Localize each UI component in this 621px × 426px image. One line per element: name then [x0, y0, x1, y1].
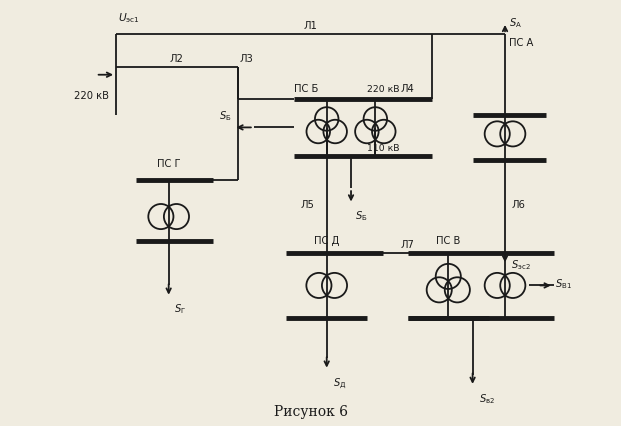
Text: 220 кВ: 220 кВ	[367, 84, 400, 93]
Text: Л3: Л3	[240, 53, 254, 63]
Text: $S_{\rm Г}$: $S_{\rm Г}$	[175, 302, 186, 316]
Text: ПС Г: ПС Г	[157, 158, 181, 169]
Text: Л2: Л2	[170, 53, 184, 63]
Text: $S_{\rm Б}$: $S_{\rm Б}$	[219, 109, 232, 122]
Text: $S_{\rm в2}$: $S_{\rm в2}$	[479, 391, 495, 405]
Text: $S_{\rm эс2}$: $S_{\rm эс2}$	[512, 257, 531, 271]
Text: ПС А: ПС А	[509, 38, 533, 48]
Text: Л6: Л6	[512, 200, 525, 210]
Text: 110 кВ: 110 кВ	[367, 144, 400, 153]
Text: Л4: Л4	[401, 83, 415, 93]
Text: Л1: Л1	[304, 21, 317, 31]
Text: ПС Б: ПС Б	[294, 83, 319, 93]
Text: Л5: Л5	[301, 200, 315, 210]
Text: $S_{\rm В1}$: $S_{\rm В1}$	[555, 276, 572, 290]
Text: Л7: Л7	[401, 239, 415, 249]
Text: $S_{\rm А}$: $S_{\rm А}$	[509, 16, 522, 30]
Text: ПС Д: ПС Д	[314, 235, 340, 245]
Text: Рисунок 6: Рисунок 6	[273, 404, 348, 418]
Text: 220 кВ: 220 кВ	[74, 91, 109, 101]
Text: $S_{\rm Б}$: $S_{\rm Б}$	[355, 209, 368, 223]
Text: $S_{\rm Д}$: $S_{\rm Д}$	[333, 375, 347, 389]
Text: $U_{\rm эс1}$: $U_{\rm эс1}$	[119, 12, 140, 26]
Text: ПС В: ПС В	[436, 236, 461, 245]
